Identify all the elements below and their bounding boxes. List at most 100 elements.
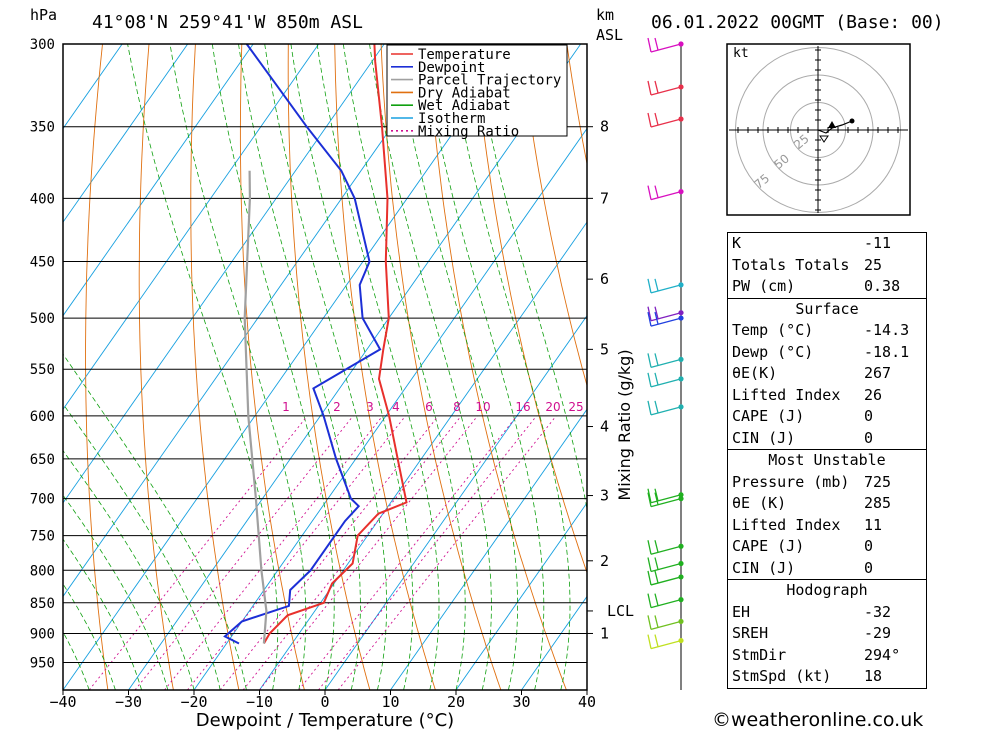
- index-row: Totals Totals 25: [728, 255, 926, 277]
- legend-label: Dry Adiabat: [418, 85, 511, 101]
- mixing-ratio-line: [164, 415, 383, 690]
- hodograph-index-value: 294°: [864, 645, 901, 664]
- most-unstable-label: θE (K): [732, 494, 787, 512]
- pressure-tick-label: 700: [30, 492, 55, 508]
- surface-value: 26: [864, 385, 883, 404]
- wet-adiabat-line: [63, 538, 142, 690]
- wind-barb-shaft: [650, 494, 682, 504]
- surface-row: Lifted Index 26: [728, 385, 926, 407]
- pressure-tick-label: 450: [30, 255, 55, 271]
- wet-adiabat-line: [316, 44, 440, 690]
- mixing-ratio-line: [219, 415, 439, 690]
- hodograph-index-value: -29: [864, 624, 892, 642]
- hodograph-index-label: StmSpd (kt): [732, 667, 832, 685]
- hodograph-index-label: SREH: [732, 624, 769, 642]
- surface-title: Surface: [795, 299, 859, 318]
- wind-barb-flag: [647, 615, 652, 630]
- height-tick-label: 4: [600, 418, 609, 436]
- profiles: [223, 44, 408, 645]
- wind-barb-dot: [678, 189, 684, 195]
- wet-adiabat-line: [369, 44, 492, 690]
- wind-barb-flag: [654, 488, 659, 501]
- hodograph-index-label: EH: [732, 602, 751, 621]
- hodograph-index-label: StmDir: [732, 645, 787, 664]
- legend-label: Isotherm: [418, 111, 485, 127]
- wind-barb-shaft: [650, 562, 682, 573]
- wind-barb-flag: [654, 557, 659, 570]
- surface-value: 0: [864, 428, 874, 447]
- wind-barb-flag: [647, 492, 652, 507]
- wind-barb-dot: [678, 376, 684, 382]
- height-tick-label: 3: [600, 487, 609, 505]
- dry-adiabat-line: [190, 44, 240, 690]
- pressure-tick-label: 350: [30, 120, 55, 136]
- wind-barb-flag: [654, 185, 659, 198]
- mixing-ratio-label: 2: [333, 400, 341, 414]
- mixing-ratio-axis-label: Mixing Ratio (g/kg): [615, 349, 634, 500]
- most-unstable-row: Pressure (mb) 725: [728, 472, 926, 494]
- mixing-ratio-line: [242, 415, 462, 690]
- most-unstable-label: Lifted Index: [732, 515, 841, 534]
- x-tick-label: −10: [246, 693, 273, 711]
- surface-row: Temp (°C) -14.3: [728, 320, 926, 342]
- wind-barb-flag: [647, 488, 652, 503]
- wind-barb-flag: [647, 306, 652, 321]
- x-tick-label: 10: [381, 693, 399, 711]
- wind-barb-flag: [647, 353, 652, 368]
- isotherm-line: [63, 44, 385, 504]
- wind-barb-dot: [678, 618, 684, 625]
- dry-adiabat-line: [985, 44, 1000, 690]
- mixing-ratio-line: [187, 415, 406, 690]
- hodograph-index-value: -32: [864, 602, 892, 621]
- legend-label: Parcel Trajectory: [418, 73, 561, 89]
- pressure-tick-label: 800: [30, 563, 55, 579]
- series-parcel-trajectory: [243, 170, 268, 644]
- hodograph-index-row: StmSpd (kt) 18: [728, 666, 926, 688]
- wind-barb-shaft: [650, 284, 682, 294]
- wind-barb-flag: [654, 372, 659, 386]
- most-unstable-value: 0: [864, 537, 874, 555]
- most-unstable-label: Pressure (mb): [732, 472, 850, 491]
- dry-adiabat-line: [239, 44, 305, 690]
- index-label: PW (cm): [732, 277, 796, 295]
- most-unstable-value: 725: [864, 472, 892, 491]
- wind-barb-flag: [647, 570, 652, 586]
- pressure-tick-label: 650: [30, 452, 55, 468]
- wind-barb-shaft: [650, 545, 682, 555]
- surface-box: Surface Temp (°C) -14.3 Dewp (°C) -18.1 θE(K…: [727, 297, 927, 450]
- wind-barb-dot: [678, 597, 684, 603]
- surface-value: 267: [864, 364, 892, 382]
- wind-barb-shaft: [650, 639, 682, 650]
- wind-barb-flag: [654, 634, 659, 647]
- wind-barb-flag: [647, 557, 652, 572]
- wet-adiabat-line: [395, 44, 518, 690]
- wind-barb-flag: [647, 80, 652, 96]
- pressure-unit-label: hPa: [30, 6, 57, 24]
- dry-adiabat-line: [0, 44, 10, 690]
- isotherm-line: [455, 502, 587, 690]
- surface-label: θE(K): [732, 364, 778, 382]
- mixing-ratio-line: [259, 415, 478, 690]
- surface-label: CIN (J): [732, 428, 796, 447]
- surface-row: θE(K) 267: [728, 363, 926, 385]
- mixing-ratio-line: [88, 415, 308, 690]
- pressure-tick-label: 300: [30, 37, 55, 53]
- wind-barb-flag: [647, 37, 652, 53]
- wind-barb-shaft: [650, 599, 682, 609]
- wind-barb-dot: [678, 637, 684, 644]
- x-tick-label: −20: [180, 693, 207, 711]
- height-tick-label: 8: [600, 118, 609, 136]
- index-value: 0.38: [864, 277, 901, 295]
- index-row: PW (cm) 0.38: [728, 276, 926, 298]
- copyright[interactable]: ©weatheronline.co.uk: [712, 709, 924, 731]
- hodograph-unit: kt: [733, 46, 749, 61]
- dry-adiabat-line: [380, 44, 502, 690]
- mixing-ratio-label: 10: [475, 400, 490, 414]
- pressure-tick-label: 550: [30, 362, 55, 378]
- wind-barb-shaft: [650, 497, 682, 508]
- hodograph-storm-marker: [819, 135, 829, 143]
- wet-adiabat-line: [238, 44, 361, 690]
- dry-adiabat-line: [138, 44, 174, 690]
- wet-adiabat-line: [447, 44, 571, 690]
